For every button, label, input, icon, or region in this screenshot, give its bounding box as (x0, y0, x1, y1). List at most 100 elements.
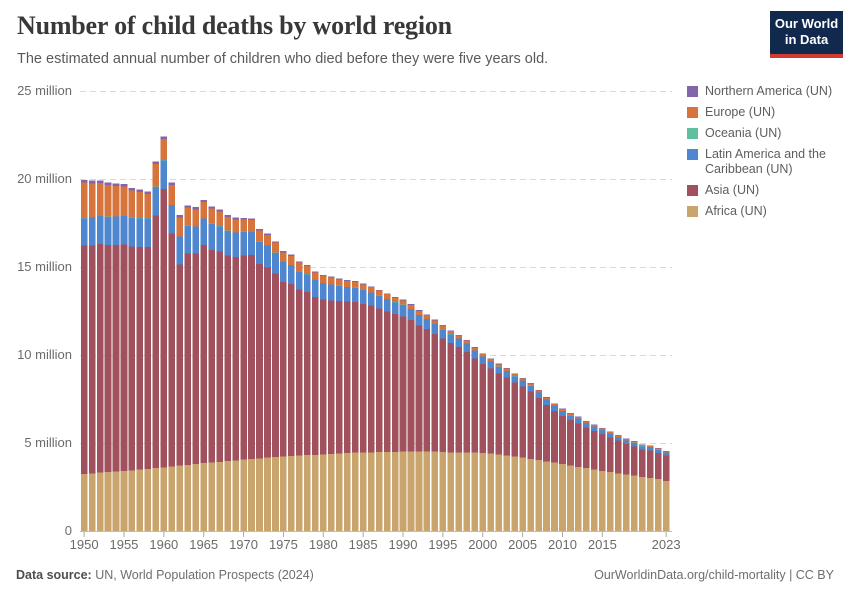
bar-2009-europe[interactable] (551, 403, 558, 406)
bar-1958-africa[interactable] (144, 468, 152, 531)
bar-2004-africa[interactable] (511, 456, 518, 531)
bar-1967-europe[interactable] (216, 211, 223, 227)
bar-2008-northern-america[interactable] (543, 397, 550, 398)
bar-1954-northern-america[interactable] (112, 183, 120, 187)
bar-1996-europe[interactable] (447, 331, 455, 335)
bar-1969-northern-america[interactable] (232, 217, 239, 220)
bar-2017-africa[interactable] (614, 473, 622, 531)
bar-2019-latin-america[interactable] (630, 442, 638, 447)
bar-1970-africa[interactable] (240, 459, 247, 531)
bar-1956-northern-america[interactable] (128, 187, 136, 191)
legend-item-northern-america[interactable]: Northern America (UN) (687, 84, 849, 99)
bar-2006-northern-america[interactable] (527, 383, 534, 384)
bar-1982-northern-america[interactable] (335, 278, 343, 280)
bar-2022-europe[interactable] (654, 448, 662, 450)
bar-2012-asia[interactable] (575, 423, 582, 467)
bar-1959-africa[interactable] (152, 468, 160, 531)
bar-1977-europe[interactable] (296, 262, 303, 272)
bar-2003-latin-america[interactable] (503, 371, 510, 378)
bar-1985-africa[interactable] (359, 452, 367, 532)
bar-2007-latin-america[interactable] (535, 392, 542, 399)
bar-1986-latin-america[interactable] (367, 292, 375, 306)
bar-2000-europe[interactable] (479, 353, 487, 357)
bar-1966-latin-america[interactable] (208, 223, 215, 250)
bar-1963-latin-america[interactable] (184, 225, 192, 254)
bar-1994-asia[interactable] (431, 333, 439, 452)
bar-1980-europe[interactable] (319, 275, 327, 283)
bar-1991-northern-america[interactable] (407, 304, 415, 305)
bar-1994-northern-america[interactable] (431, 319, 439, 321)
bar-2023-europe[interactable] (662, 451, 670, 453)
bar-1954-latin-america[interactable] (112, 216, 120, 245)
bar-1985-europe[interactable] (359, 284, 367, 290)
bar-1973-africa[interactable] (264, 457, 271, 531)
bar-1972-northern-america[interactable] (256, 229, 263, 231)
bar-1972-europe[interactable] (256, 230, 263, 242)
bar-1997-europe[interactable] (455, 335, 463, 339)
bar-1998-europe[interactable] (463, 340, 471, 344)
bar-2004-northern-america[interactable] (511, 373, 518, 374)
bar-1970-northern-america[interactable] (240, 217, 247, 220)
bar-1950-latin-america[interactable] (80, 218, 88, 246)
bar-1989-northern-america[interactable] (391, 296, 399, 298)
bar-1987-latin-america[interactable] (375, 295, 383, 309)
bar-1988-latin-america[interactable] (383, 299, 391, 312)
bar-1993-africa[interactable] (423, 451, 431, 531)
bar-1952-asia[interactable] (96, 243, 104, 473)
bar-1965-africa[interactable] (200, 463, 207, 531)
bar-2009-latin-america[interactable] (551, 405, 558, 411)
bar-1957-northern-america[interactable] (136, 189, 144, 193)
bar-2011-latin-america[interactable] (567, 415, 574, 421)
bar-1968-africa[interactable] (224, 461, 231, 531)
bar-2009-northern-america[interactable] (551, 403, 558, 404)
bar-2018-africa[interactable] (622, 474, 630, 532)
bar-1965-europe[interactable] (200, 202, 207, 219)
bar-1965-northern-america[interactable] (200, 200, 207, 203)
bar-1988-asia[interactable] (383, 311, 391, 452)
bar-1971-europe[interactable] (248, 220, 255, 232)
bar-1951-latin-america[interactable] (88, 217, 96, 246)
bar-1966-asia[interactable] (208, 249, 215, 463)
bar-1999-asia[interactable] (471, 358, 479, 453)
bar-1974-latin-america[interactable] (272, 252, 279, 274)
bar-1977-latin-america[interactable] (296, 271, 303, 290)
bar-1999-northern-america[interactable] (471, 347, 479, 348)
bar-1984-asia[interactable] (351, 301, 359, 453)
bar-1979-latin-america[interactable] (312, 280, 319, 297)
bar-1968-asia[interactable] (224, 255, 231, 462)
bar-1998-africa[interactable] (463, 452, 471, 532)
bar-1986-asia[interactable] (367, 305, 375, 453)
bar-1996-latin-america[interactable] (447, 334, 455, 344)
bar-1954-europe[interactable] (112, 186, 120, 217)
bar-1982-latin-america[interactable] (335, 285, 343, 301)
bar-1956-latin-america[interactable] (128, 218, 136, 247)
bar-2001-africa[interactable] (487, 453, 495, 531)
bar-1969-europe[interactable] (232, 219, 239, 233)
bar-1980-asia[interactable] (319, 299, 327, 455)
bar-2011-europe[interactable] (567, 413, 574, 416)
bar-1997-northern-america[interactable] (455, 334, 463, 336)
bar-1958-northern-america[interactable] (144, 191, 152, 194)
bar-2016-africa[interactable] (607, 472, 614, 531)
bar-2018-latin-america[interactable] (622, 440, 630, 445)
bar-1971-africa[interactable] (248, 459, 255, 531)
bar-1985-asia[interactable] (359, 303, 367, 453)
bar-1988-northern-america[interactable] (383, 293, 391, 295)
bar-1983-africa[interactable] (343, 453, 351, 531)
bar-1981-latin-america[interactable] (327, 284, 335, 301)
bar-1960-asia[interactable] (160, 189, 168, 468)
bar-1984-europe[interactable] (351, 281, 359, 288)
legend-item-asia[interactable]: Asia (UN) (687, 183, 849, 198)
bar-2023-latin-america[interactable] (662, 452, 670, 456)
bar-2017-latin-america[interactable] (614, 437, 622, 441)
bar-1993-asia[interactable] (423, 329, 431, 452)
bar-2023-africa[interactable] (662, 481, 670, 531)
bar-1980-latin-america[interactable] (319, 283, 327, 300)
bar-1999-europe[interactable] (471, 347, 479, 351)
bar-1958-latin-america[interactable] (144, 218, 152, 247)
bar-1953-europe[interactable] (104, 185, 112, 217)
bar-1990-africa[interactable] (399, 451, 407, 531)
bar-1973-asia[interactable] (264, 267, 271, 458)
bar-1996-africa[interactable] (447, 452, 455, 531)
bar-1959-asia[interactable] (152, 215, 160, 469)
